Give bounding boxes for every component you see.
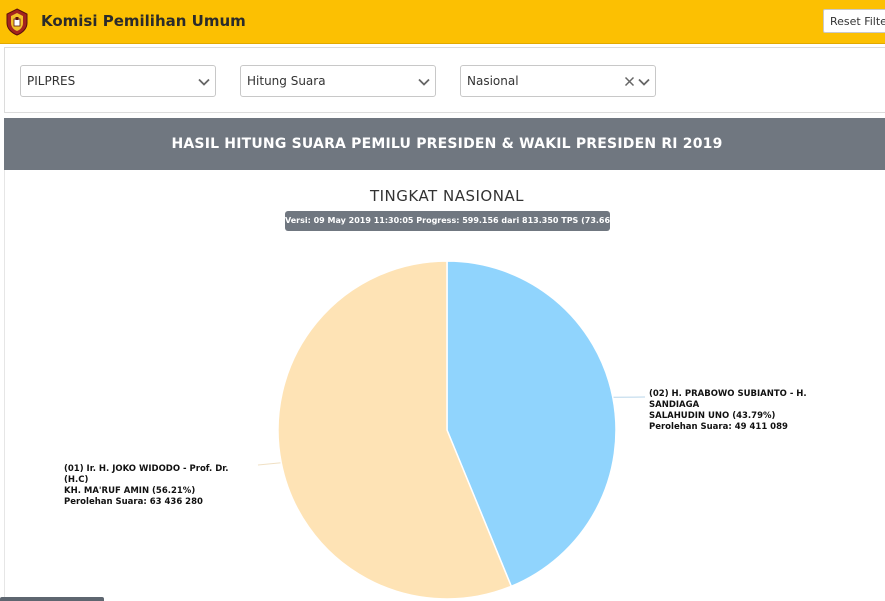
election-select-value: PILPRES bbox=[27, 74, 76, 88]
top-bar: Komisi Pemilihan Umum Reset Filter bbox=[0, 0, 885, 44]
leader-line-01 bbox=[257, 462, 282, 466]
chevron-down-icon bbox=[198, 78, 210, 86]
slice-label-02-votes: Perolehan Suara: 49 411 089 bbox=[649, 422, 788, 432]
filter-panel: PILPRES Hitung Suara Nasional bbox=[4, 47, 885, 113]
chevron-down-icon bbox=[638, 78, 650, 86]
slice-label-02-name: (02) H. PRABOWO SUBIANTO - H. SANDIAGA bbox=[649, 389, 807, 410]
pie-slice-02[interactable] bbox=[446, 260, 617, 588]
version-progress-badge: Versi: 09 May 2019 11:30:05 Progress: 59… bbox=[285, 211, 610, 231]
clear-icon[interactable] bbox=[624, 76, 635, 87]
slice-label-01-name-cont: KH. MA'RUF AMIN bbox=[64, 486, 150, 496]
count-type-select[interactable]: Hitung Suara bbox=[240, 65, 436, 97]
region-select[interactable]: Nasional bbox=[460, 65, 656, 97]
election-select[interactable]: PILPRES bbox=[20, 65, 216, 97]
kpu-logo-icon bbox=[6, 8, 28, 36]
pie-slice-01[interactable] bbox=[277, 260, 513, 600]
slice-label-01-name: (01) Ir. H. JOKO WIDODO - Prof. Dr. (H.C… bbox=[64, 464, 229, 485]
reset-filter-button[interactable]: Reset Filter bbox=[823, 9, 885, 33]
results-banner: HASIL HITUNG SUARA PEMILU PRESIDEN & WAK… bbox=[4, 118, 885, 170]
slice-label-01: (01) Ir. H. JOKO WIDODO - Prof. Dr. (H.C… bbox=[64, 464, 254, 508]
chevron-down-icon bbox=[418, 78, 430, 86]
slice-label-02-percent: (43.79%) bbox=[732, 411, 776, 421]
slice-label-02: (02) H. PRABOWO SUBIANTO - H. SANDIAGA S… bbox=[649, 389, 854, 433]
banner-title: HASIL HITUNG SUARA PEMILU PRESIDEN & WAK… bbox=[171, 136, 723, 152]
count-type-select-value: Hitung Suara bbox=[247, 74, 326, 88]
region-select-value: Nasional bbox=[467, 74, 519, 88]
slice-label-02-name-cont: SALAHUDIN UNO bbox=[649, 411, 730, 421]
slice-label-01-votes: Perolehan Suara: 63 436 280 bbox=[64, 497, 203, 507]
chart-title: TINGKAT NASIONAL bbox=[369, 187, 525, 205]
bottom-tab[interactable] bbox=[0, 597, 104, 601]
slice-label-01-percent: (56.21%) bbox=[152, 486, 196, 496]
app-title: Komisi Pemilihan Umum bbox=[41, 12, 246, 30]
